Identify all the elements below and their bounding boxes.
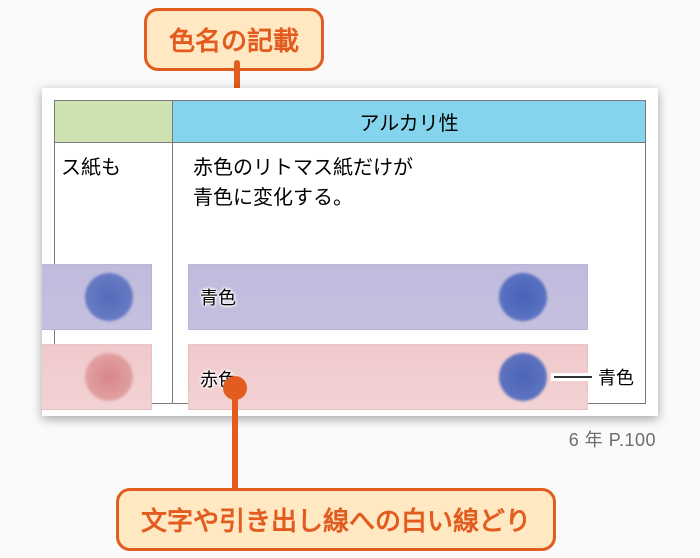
excerpt-panel: アルカリ性 ス紙も 赤色のリトマス紙だけが 青色に変化する。 青色 赤色 青色 [42, 88, 658, 416]
litmus-dot-left-blue [85, 273, 133, 321]
litmus-strip-left-blue [42, 264, 152, 330]
label-blue: 青色 [200, 284, 236, 310]
table-header-left [55, 101, 173, 143]
right-description: 赤色のリトマス紙だけが 青色に変化する。 [193, 153, 631, 213]
litmus-dot-right-pink [499, 353, 547, 401]
litmus-strip-right-pink [188, 344, 588, 410]
leader-line [554, 376, 592, 378]
litmus-strip-left-pink [42, 344, 152, 410]
litmus-dot-right-blue [499, 273, 547, 321]
page-reference: 6 年 P.100 [569, 426, 656, 452]
stage: 色名の記載 アルカリ性 ス紙も 赤色のリトマス紙だけが 青色に変化する。 青色 [0, 0, 700, 558]
table-header-right: アルカリ性 [173, 101, 645, 143]
leader-label: 青色 [598, 364, 634, 390]
callout-white-outline: 文字や引き出し線への白い線どり [116, 488, 556, 551]
litmus-strip-right-blue [188, 264, 588, 330]
connector-bottom [232, 390, 238, 490]
litmus-dot-left-pink [85, 353, 133, 401]
